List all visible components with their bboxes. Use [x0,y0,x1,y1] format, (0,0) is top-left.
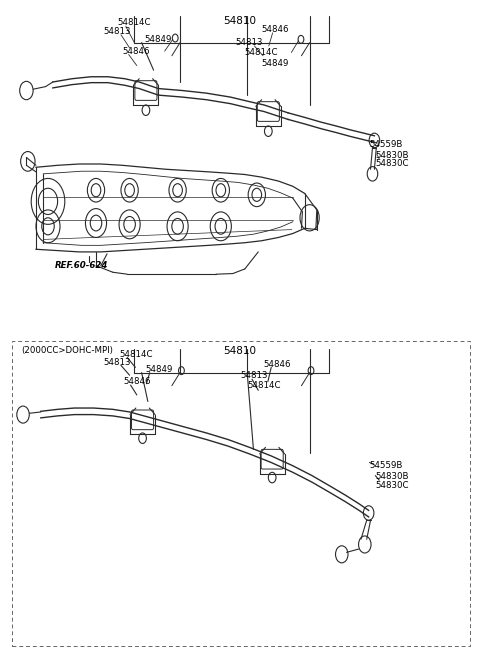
Text: 54813: 54813 [103,27,131,36]
Text: 54814C: 54814C [245,48,278,57]
Text: 54810: 54810 [224,346,256,356]
Text: 54810: 54810 [224,16,256,26]
Text: 54814C: 54814C [119,350,153,359]
Text: 54813: 54813 [240,371,267,380]
Text: (2000CC>DOHC-MPI): (2000CC>DOHC-MPI) [22,346,113,356]
Text: 54846: 54846 [122,47,150,56]
Text: 54846: 54846 [263,359,290,369]
Text: REF.60-624: REF.60-624 [55,261,108,270]
Text: 54814C: 54814C [247,380,281,390]
Text: 54813: 54813 [103,358,131,367]
Text: 54830C: 54830C [375,481,409,490]
Text: 54849: 54849 [144,35,171,44]
Text: 54559B: 54559B [370,140,403,149]
Text: 54559B: 54559B [370,461,403,470]
Text: 54814C: 54814C [118,18,151,28]
Text: 54849: 54849 [145,365,172,375]
Text: 54846: 54846 [262,25,289,34]
Text: 54830B: 54830B [375,472,409,482]
Text: 54830B: 54830B [375,151,409,160]
Text: 54830C: 54830C [375,159,409,169]
Text: 54846: 54846 [124,377,151,386]
Text: 54849: 54849 [262,59,289,68]
Text: 54813: 54813 [235,38,263,47]
